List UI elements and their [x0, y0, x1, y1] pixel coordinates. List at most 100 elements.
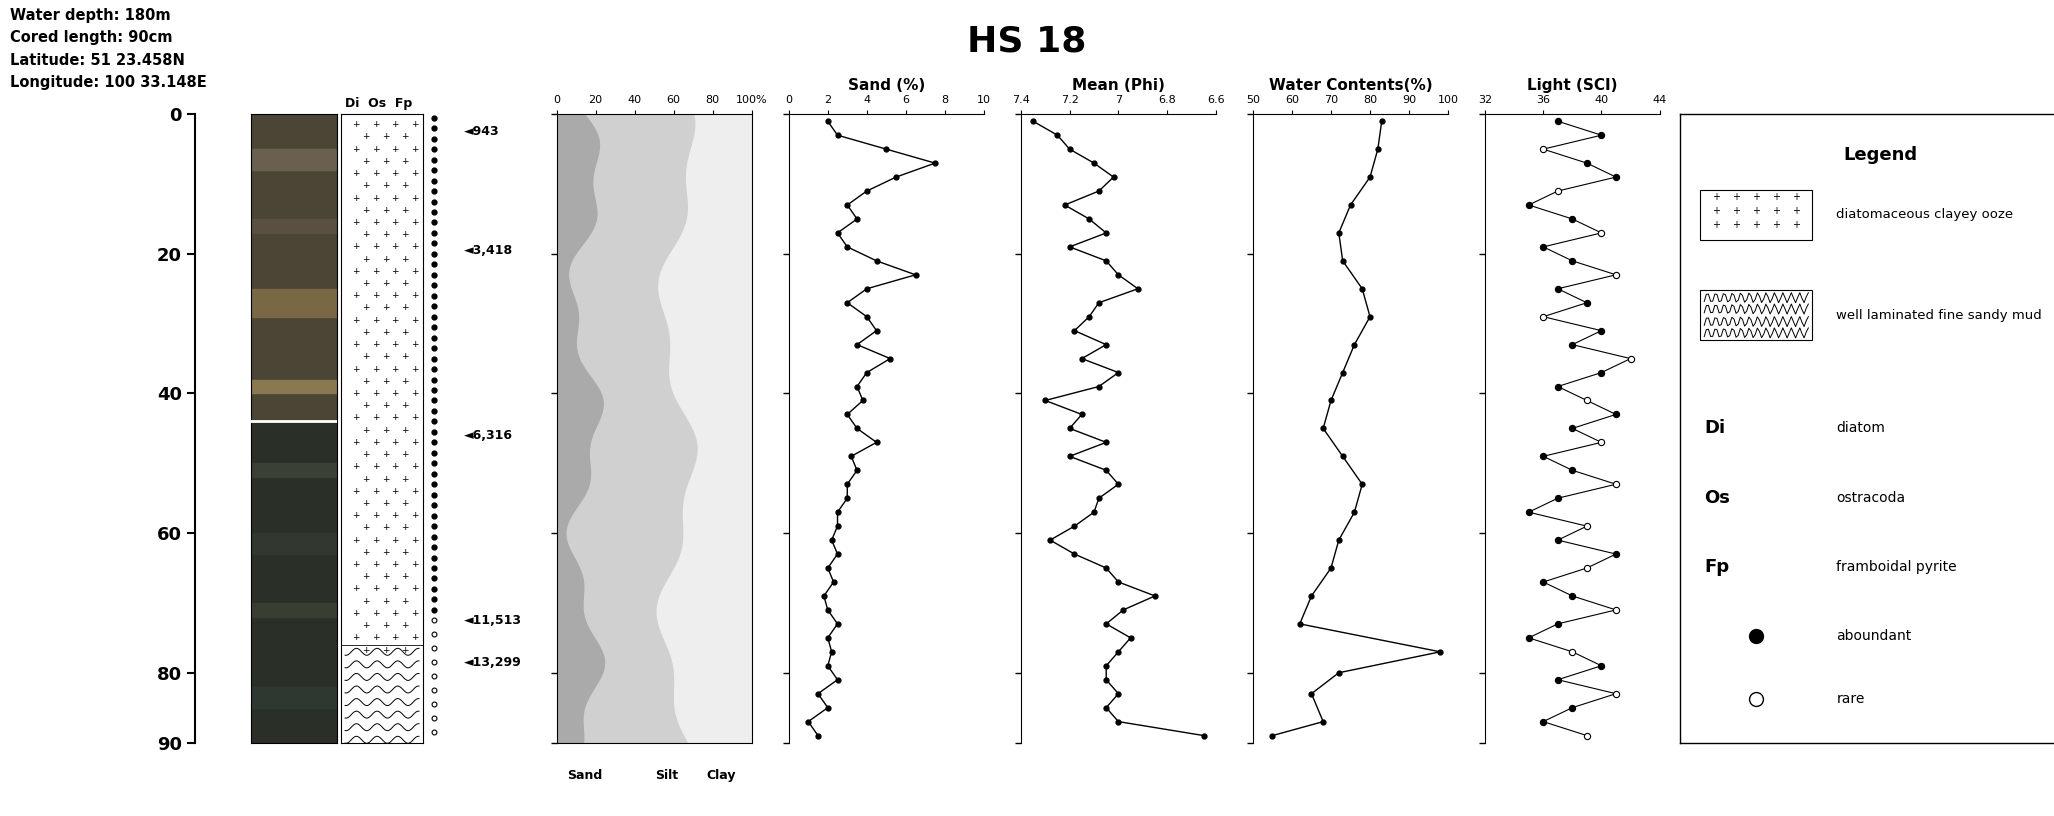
- Text: +: +: [382, 206, 388, 215]
- Text: +: +: [382, 353, 388, 361]
- Text: +: +: [382, 377, 388, 386]
- Text: +: +: [372, 438, 380, 447]
- Text: +: +: [372, 511, 380, 520]
- Text: +: +: [372, 414, 380, 423]
- Text: +: +: [411, 389, 419, 398]
- Text: +: +: [401, 181, 409, 190]
- Text: +: +: [392, 169, 398, 178]
- X-axis label: Sand (%): Sand (%): [848, 78, 924, 93]
- X-axis label: Water Contents(%): Water Contents(%): [1269, 78, 1432, 93]
- Text: Sand: Sand: [567, 769, 602, 782]
- Text: +: +: [392, 340, 398, 349]
- Text: +: +: [362, 475, 370, 484]
- Text: +: +: [382, 621, 388, 630]
- Text: +: +: [1713, 193, 1719, 202]
- Text: +: +: [401, 621, 409, 630]
- Text: +: +: [1793, 220, 1799, 230]
- Text: +: +: [1773, 193, 1781, 202]
- Text: +: +: [401, 450, 409, 459]
- Text: +: +: [372, 267, 380, 276]
- Text: +: +: [1752, 206, 1760, 216]
- Text: +: +: [411, 584, 419, 593]
- Text: +: +: [411, 218, 419, 227]
- Text: +: +: [392, 511, 398, 520]
- Text: +: +: [362, 353, 370, 361]
- Text: +: +: [382, 157, 388, 166]
- Text: +: +: [1793, 193, 1799, 202]
- Text: ◄13,299: ◄13,299: [464, 656, 522, 669]
- Text: +: +: [351, 316, 359, 325]
- Text: +: +: [372, 584, 380, 593]
- Text: +: +: [401, 499, 409, 508]
- Text: +: +: [401, 377, 409, 386]
- Text: +: +: [351, 291, 359, 300]
- Text: +: +: [1773, 206, 1781, 216]
- Text: +: +: [411, 340, 419, 349]
- Text: Legend: Legend: [1842, 146, 1918, 164]
- Text: ◄943: ◄943: [464, 125, 499, 138]
- Text: +: +: [392, 389, 398, 398]
- Text: +: +: [382, 572, 388, 581]
- Text: ◄6,316: ◄6,316: [464, 429, 514, 442]
- Text: +: +: [411, 535, 419, 544]
- Text: +: +: [401, 645, 409, 654]
- Text: +: +: [362, 132, 370, 141]
- Text: aboundant: aboundant: [1836, 629, 1912, 643]
- Text: +: +: [351, 438, 359, 447]
- Text: +: +: [351, 463, 359, 472]
- Text: +: +: [392, 218, 398, 227]
- X-axis label: Light (SCI): Light (SCI): [1526, 78, 1619, 93]
- Text: +: +: [362, 523, 370, 532]
- Text: +: +: [362, 328, 370, 337]
- Text: +: +: [392, 291, 398, 300]
- Text: ◄11,513: ◄11,513: [464, 614, 522, 627]
- Text: +: +: [351, 609, 359, 618]
- Text: +: +: [382, 279, 388, 288]
- Text: +: +: [1732, 220, 1740, 230]
- Text: +: +: [362, 206, 370, 215]
- X-axis label: Mean (Phi): Mean (Phi): [1072, 78, 1165, 93]
- Text: +: +: [411, 438, 419, 447]
- Text: +: +: [392, 120, 398, 129]
- Text: +: +: [392, 535, 398, 544]
- Text: +: +: [1732, 206, 1740, 216]
- Text: +: +: [362, 572, 370, 581]
- Bar: [251, 463, 337, 477]
- Text: +: +: [392, 144, 398, 153]
- Text: Os: Os: [1705, 489, 1729, 507]
- Text: +: +: [362, 304, 370, 313]
- Text: +: +: [401, 157, 409, 166]
- Text: diatomaceous clayey ooze: diatomaceous clayey ooze: [1836, 208, 2013, 221]
- Text: Silt: Silt: [655, 769, 678, 782]
- Text: +: +: [401, 596, 409, 605]
- Text: +: +: [382, 645, 388, 654]
- Text: +: +: [372, 218, 380, 227]
- Text: +: +: [372, 120, 380, 129]
- Text: +: +: [1713, 206, 1719, 216]
- Text: +: +: [351, 389, 359, 398]
- Text: +: +: [362, 621, 370, 630]
- Text: +: +: [411, 609, 419, 618]
- Text: +: +: [372, 486, 380, 496]
- Text: +: +: [411, 144, 419, 153]
- Text: +: +: [382, 230, 388, 239]
- Text: Di  Os  Fp: Di Os Fp: [345, 97, 413, 110]
- Text: +: +: [372, 560, 380, 569]
- Text: +: +: [382, 450, 388, 459]
- Text: Water depth: 180m
Cored length: 90cm
Latitude: 51 23.458N
Longitude: 100 33.148E: Water depth: 180m Cored length: 90cm Lat…: [10, 8, 207, 90]
- Text: +: +: [382, 548, 388, 557]
- Text: +: +: [372, 291, 380, 300]
- Text: +: +: [411, 633, 419, 642]
- Text: +: +: [372, 609, 380, 618]
- Text: +: +: [401, 328, 409, 337]
- Bar: [341, 645, 423, 743]
- Bar: [251, 149, 337, 170]
- Text: +: +: [382, 596, 388, 605]
- Text: +: +: [401, 572, 409, 581]
- Text: +: +: [401, 548, 409, 557]
- Text: +: +: [351, 267, 359, 276]
- Text: +: +: [392, 438, 398, 447]
- Text: +: +: [411, 511, 419, 520]
- Text: +: +: [401, 304, 409, 313]
- Text: +: +: [372, 316, 380, 325]
